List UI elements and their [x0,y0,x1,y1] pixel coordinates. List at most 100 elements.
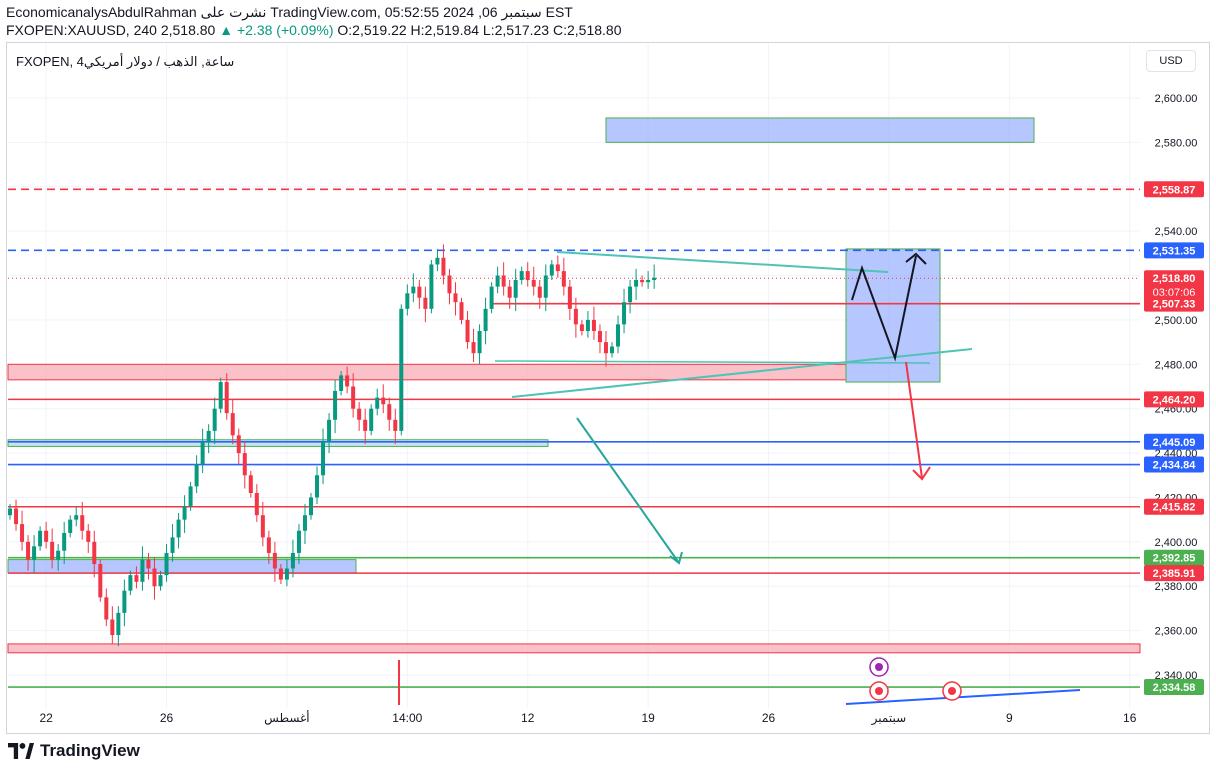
candle-body [531,279,536,287]
candle-body [483,308,488,332]
candle [483,297,488,345]
candle [381,384,386,414]
price-label-bg [1144,270,1204,301]
candle [164,544,169,582]
candle-body [128,575,133,591]
candle-body [116,612,121,636]
candle [134,566,139,589]
price-label-bg [1144,498,1204,515]
candle [369,404,374,436]
candle [110,606,115,644]
teal-down-arrow [576,417,680,564]
drawings [398,251,1081,705]
candle [212,397,217,445]
candle-body [327,419,332,442]
candle-body [597,331,602,343]
candle-body [465,319,470,343]
candle [597,324,602,354]
candle [507,279,512,309]
tradingview-logo-icon [8,743,34,759]
candle-body [561,271,566,287]
candle [363,408,368,445]
candle [278,564,283,585]
candle-body [435,257,440,265]
candle [104,588,109,627]
candle-body [152,568,157,587]
candle [206,424,211,454]
currency-button[interactable]: USD [1146,50,1196,72]
candle-body [309,497,313,516]
candle [501,262,506,296]
candle-body [525,271,530,280]
candle [152,557,157,600]
black-zigzag-arrow [851,255,917,362]
candle-body [357,408,362,420]
candle [188,481,193,511]
candle [248,470,253,498]
candle-body [573,308,578,325]
candle-body [652,277,657,280]
candle [495,266,500,294]
candle-body [44,530,49,542]
price-label-bg [1144,181,1204,198]
candle-body [266,537,271,553]
candle [128,570,133,596]
candle [567,279,572,320]
candle-body [206,430,211,442]
x-tick-label: 14:00 [392,711,422,725]
candle-body [333,390,338,420]
candle [634,268,639,300]
candle [610,342,614,358]
candle-body [218,382,223,409]
candle [477,324,482,365]
price-label: 2,464.20 [1153,394,1196,406]
price-labels: 2,558.872,531.352,518.8003:07:062,507.33… [1144,181,1204,696]
candle [218,377,223,414]
candle [327,413,332,454]
levels [8,188,1140,688]
candle-body [260,515,265,538]
candle-body [423,297,428,309]
candle [8,504,12,520]
candle-body [284,568,289,580]
bottom-zone-red [7,643,1141,654]
candle-body [248,475,253,494]
ohlc-values: O:2,519.22 H:2,519.84 L:2,517.23 C:2,518… [337,22,622,38]
price-change: +2.38 (+0.09%) [236,22,334,38]
price-label: 2,518.80 [1153,273,1196,285]
zones [7,117,1141,654]
footer-brand: TradingView [40,741,140,760]
candle [224,373,229,420]
candle-body [375,397,380,409]
candle-body [519,271,524,280]
candle [513,268,518,312]
candle [74,506,79,527]
candle [447,268,452,305]
candle [68,515,73,538]
candle-body [429,264,434,309]
candle-body [495,275,500,287]
candle-body [104,597,109,620]
candle [393,408,398,445]
candle-body [622,302,627,325]
support-zone-teal [7,439,549,447]
candle-body [68,519,73,533]
red-down-arrow [905,361,923,479]
candle-body [399,308,404,431]
candle [266,530,271,565]
x-tick-label: سبتمبر [871,711,906,726]
candle-body [610,346,614,354]
publish-info: EconomicanalysAbdulRahman نشرت على Tradi… [6,4,573,20]
candle-body [363,419,368,431]
candle [459,297,464,325]
candle [399,304,404,436]
candle [537,279,542,309]
candle [471,328,476,363]
candle-body [543,275,548,298]
candle [302,504,307,545]
price-label: 2,415.82 [1153,502,1196,514]
candle-body [194,464,199,487]
candle [122,579,127,627]
